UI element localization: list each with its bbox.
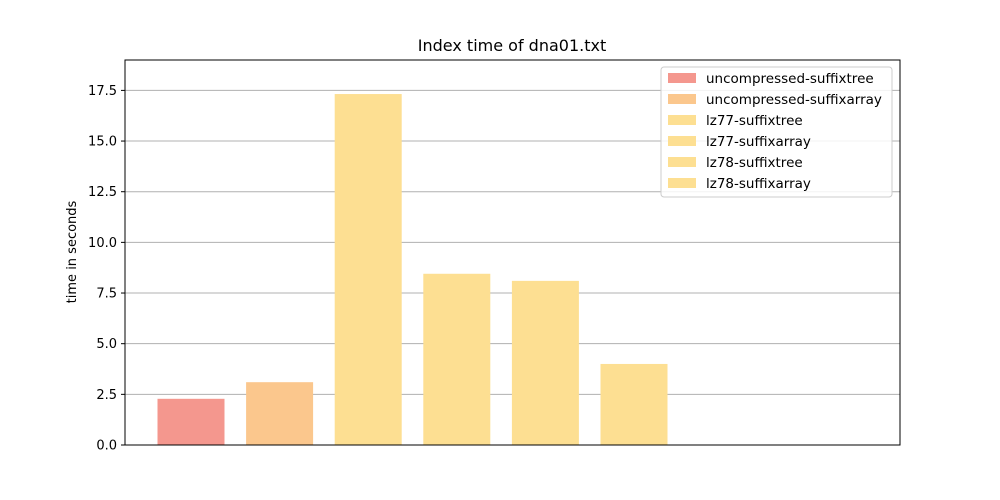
bar-lz77-suffixtree bbox=[334, 94, 402, 445]
legend-swatch bbox=[668, 73, 696, 83]
bars bbox=[157, 94, 668, 445]
legend-label: lz78-suffixarray bbox=[706, 176, 811, 192]
bar-lz77-suffixarray bbox=[423, 273, 491, 445]
y-tick-label: 15.0 bbox=[88, 135, 117, 150]
plot-frame bbox=[124, 59, 901, 446]
y-tick-label: 7.5 bbox=[96, 287, 117, 302]
legend-swatch bbox=[668, 178, 696, 188]
y-tick-label: 0.0 bbox=[96, 439, 117, 454]
bar-lz78-suffixarray bbox=[600, 363, 668, 445]
bar-lz78-suffixtree bbox=[511, 280, 579, 445]
y-tick-label: 5.0 bbox=[96, 337, 117, 352]
legend-label: lz78-suffixtree bbox=[706, 155, 803, 171]
legend-swatch bbox=[668, 157, 696, 167]
y-tick-label: 10.0 bbox=[88, 236, 117, 251]
legend-label: uncompressed-suffixarray bbox=[706, 92, 882, 108]
y-tick-label: 12.5 bbox=[88, 185, 117, 200]
legend: uncompressed-suffixtree uncompressed-suff… bbox=[660, 66, 893, 198]
bar-uncompressed-suffixarray bbox=[246, 382, 314, 445]
y-axis-label: time in seconds bbox=[65, 200, 80, 303]
bar-uncompressed-suffixtree bbox=[157, 398, 225, 445]
y-tick-label: 17.5 bbox=[88, 84, 117, 99]
y-tick-label: 2.5 bbox=[96, 388, 117, 403]
legend-frame bbox=[660, 66, 893, 198]
legend-label: lz77-suffixarray bbox=[706, 134, 811, 150]
chart-title: Index time of dna01.txt bbox=[418, 36, 606, 55]
legend-label: lz77-suffixtree bbox=[706, 113, 803, 129]
legend-label: uncompressed-suffixtree bbox=[706, 71, 874, 87]
y-axis-ticks: 0.0 2.5 5.0 7.5 10.0 12.5 15.0 17.5 bbox=[88, 84, 125, 454]
legend-swatch bbox=[668, 94, 696, 104]
legend-swatch bbox=[668, 115, 696, 125]
legend-swatch bbox=[668, 136, 696, 146]
